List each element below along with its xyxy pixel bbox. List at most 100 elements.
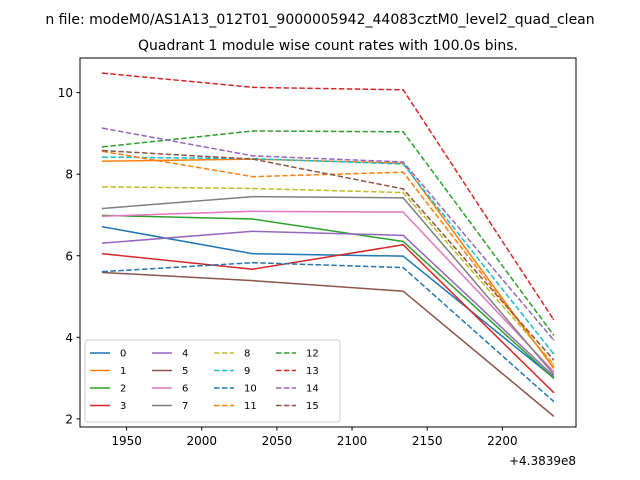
data-point-4-3 [552,375,555,377]
x-tick-label: 1950 [111,434,142,448]
data-point-3-1 [252,268,254,271]
data-point-9-2 [402,163,404,165]
legend-label-2: 2 [120,384,126,395]
data-point-4-2 [402,234,404,237]
data-point-8-2 [402,191,404,194]
data-point-9-3 [552,352,555,355]
data-point-14-1 [252,155,254,157]
legend-label-3: 3 [120,401,126,412]
x-tick-label: 2050 [262,434,293,448]
y-tick-label: 2 [65,412,73,426]
x-tick-label: 2000 [186,434,217,448]
series-line-14 [102,127,555,341]
y-tick-label: 6 [65,249,73,263]
data-point-15-0 [101,149,104,152]
legend-label-10: 10 [244,384,257,395]
data-point-12-0 [101,146,104,148]
legend-label-9: 9 [244,366,250,377]
data-point-10-0 [101,270,104,273]
data-point-7-2 [402,197,404,199]
series-line-3 [102,243,554,393]
series-line-6 [102,210,554,373]
data-point-11-2 [402,171,404,173]
data-point-13-0 [101,72,104,74]
plot-area [101,72,555,417]
legend-label-4: 4 [182,349,188,360]
series-line-12 [102,130,555,336]
data-point-8-0 [101,186,104,188]
data-point-6-3 [552,370,555,373]
series-line-0 [102,226,554,379]
data-point-5-3 [552,415,555,417]
data-point-2-1 [252,218,254,220]
data-point-13-2 [402,89,404,91]
x-tick-label: 2150 [412,434,443,448]
data-point-8-3 [552,363,555,365]
x-offset-label: +4.3839e8 [509,454,576,468]
legend-label-14: 14 [306,384,319,395]
legend-label-0: 0 [120,349,126,360]
x-tick-label: 2200 [487,434,518,448]
data-point-6-2 [402,211,404,213]
data-point-10-1 [252,261,254,264]
data-point-12-2 [402,131,404,133]
series-line-5 [102,271,554,417]
y-tick-label: 4 [65,331,73,345]
series-line-10 [102,261,554,402]
series-line-4 [102,230,554,377]
data-point-14-0 [101,127,104,129]
legend-label-7: 7 [182,401,188,412]
legend-label-8: 8 [244,349,250,360]
data-point-6-0 [101,215,104,218]
data-point-11-3 [552,365,555,368]
legend-label-6: 6 [182,384,188,395]
legend-label-1: 1 [120,366,126,377]
data-point-4-0 [101,242,104,244]
legend-label-15: 15 [306,401,319,412]
series-line-15 [102,149,555,361]
data-point-15-1 [252,158,254,160]
series-line-9 [102,156,555,355]
x-tick-label: 2100 [337,434,368,448]
data-point-5-1 [252,279,254,282]
data-point-2-3 [552,377,555,379]
data-point-15-2 [402,188,404,190]
data-point-15-3 [552,358,555,361]
legend-label-12: 12 [306,349,319,360]
data-point-0-1 [252,252,254,255]
legend-label-13: 13 [306,366,319,377]
data-point-0-2 [402,255,404,257]
data-point-7-3 [552,373,555,375]
y-tick-label: 10 [58,86,73,100]
data-point-11-1 [252,175,254,178]
data-point-3-0 [101,252,104,255]
series-line-11 [102,150,555,368]
data-point-6-1 [252,210,254,213]
data-point-1-3 [552,367,555,369]
series-line-2 [102,214,554,379]
data-point-8-1 [252,187,254,190]
data-point-5-2 [402,290,404,293]
data-point-3-3 [552,391,555,394]
data-point-9-0 [101,156,104,158]
data-point-14-3 [552,338,555,341]
data-point-10-2 [402,266,404,269]
y-tick-label: 8 [65,168,73,182]
data-point-1-0 [101,160,104,162]
data-point-7-1 [252,195,254,198]
data-point-14-2 [402,161,404,163]
series-line-7 [102,195,555,375]
data-point-12-3 [552,334,555,336]
data-point-13-1 [252,86,254,89]
chart-title: Quadrant 1 module wise count rates with … [138,38,518,54]
legend-box [84,339,341,423]
axes-frame [79,57,577,428]
data-point-4-1 [252,230,254,233]
data-point-10-3 [552,400,555,403]
data-point-12-1 [252,130,254,132]
series-line-13 [102,72,555,320]
data-point-2-2 [402,240,404,243]
